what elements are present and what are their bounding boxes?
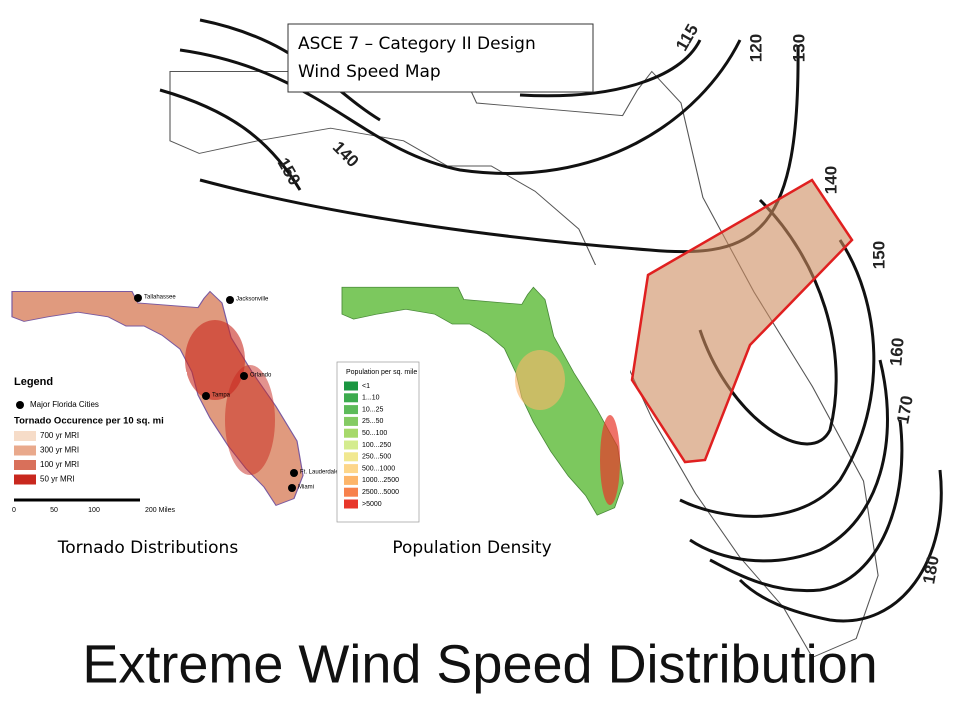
legend-label: 25...50 — [362, 418, 384, 425]
legend-label: 1000...2500 — [362, 477, 399, 484]
contour-label: 180 — [919, 554, 943, 585]
legend-swatch — [344, 464, 358, 474]
contour — [199, 44, 800, 254]
contour-label: 130 — [789, 34, 808, 62]
city-label: Tampa — [212, 393, 231, 399]
wind-map-title: Wind Speed Map — [298, 62, 441, 82]
hotspot — [225, 365, 275, 475]
legend-label: 500...1000 — [362, 465, 395, 472]
city-marker — [288, 484, 296, 492]
legend-label: Major Florida Cities — [30, 400, 99, 409]
legend-swatch — [344, 428, 358, 438]
legend-label: >5000 — [362, 501, 382, 508]
legend-title: Legend — [14, 376, 53, 388]
hotspot — [185, 320, 245, 400]
contour-label: 120 — [746, 34, 765, 62]
legend-label: 100...250 — [362, 442, 391, 449]
legend-box — [12, 372, 187, 517]
legend-subtitle: Tornado Occurence per 10 sq. mi — [14, 416, 164, 427]
legend-label: 700 yr MRI — [40, 431, 79, 440]
legend-label: 2500...5000 — [362, 489, 399, 496]
contour — [738, 469, 943, 623]
city-marker — [240, 372, 248, 380]
city-marker — [226, 296, 234, 304]
region-highlight — [630, 178, 854, 464]
contour — [159, 88, 302, 191]
scale-label: 200 Miles — [145, 507, 175, 514]
slide-title: Extreme Wind Speed Distribution — [82, 634, 877, 694]
legend-label: 50 yr MRI — [40, 475, 75, 484]
legend-swatch — [344, 487, 358, 497]
city-label: Miami — [298, 485, 314, 491]
contour-label: 150 — [869, 241, 888, 269]
legend-swatch — [344, 393, 358, 403]
city-label: Orlando — [250, 373, 272, 379]
scale-label: 0 — [12, 507, 16, 514]
legend-swatch — [344, 416, 358, 426]
caption: Tornado Distributions — [57, 538, 239, 558]
city-marker — [290, 469, 298, 477]
legend-label: <1 — [362, 383, 370, 390]
legend-swatch — [344, 405, 358, 415]
legend-label: 300 yr MRI — [40, 446, 79, 455]
contour — [689, 359, 889, 563]
caption: Population Density — [392, 538, 551, 558]
legend-swatch — [344, 440, 358, 450]
legend-label: 1...10 — [362, 395, 380, 402]
legend-swatch — [14, 474, 36, 485]
wind-map-title-box — [287, 23, 594, 93]
city-label: Ft. Lauderdale — [300, 470, 339, 476]
legend-swatch — [344, 499, 358, 509]
contour — [709, 419, 904, 593]
wind-map-title: ASCE 7 – Category II Design — [298, 34, 536, 54]
legend-label: 10...25 — [362, 406, 384, 413]
legend-swatch — [14, 460, 36, 470]
city-label: Tallahassee — [144, 295, 176, 301]
legend-swatch — [344, 475, 358, 485]
city-label: Jacksonville — [236, 297, 269, 303]
legend-title: Population per sq. mile — [346, 369, 417, 376]
city-marker — [202, 392, 210, 400]
contour-label: 160 — [886, 337, 907, 367]
legend-label: 100 yr MRI — [40, 460, 79, 469]
legend-swatch — [344, 452, 358, 462]
city-marker — [134, 294, 142, 302]
scale-label: 100 — [88, 507, 100, 514]
wind-map: ASCE 7 – Category II Design Wind Speed M… — [159, 18, 943, 657]
city-symbol — [16, 401, 24, 409]
contour-label: 115 — [672, 21, 702, 54]
contour — [679, 239, 876, 518]
legend-swatch — [14, 431, 36, 441]
tornado-map: Legend Major Florida Cities Tornado Occu… — [10, 265, 339, 525]
legend-label: 250...500 — [362, 454, 391, 461]
contour-label: 140 — [821, 166, 840, 194]
legend-label: 50...100 — [362, 430, 387, 437]
population-map: Population per sq. mile <1 1...10 10...25 2… — [336, 265, 630, 527]
legend-swatch — [344, 381, 358, 391]
contour-label: 140 — [329, 138, 362, 171]
contour-label: 170 — [893, 394, 917, 425]
scale-label: 50 — [50, 507, 58, 514]
contour — [519, 39, 702, 98]
dense-area — [600, 415, 620, 505]
dense-area — [515, 350, 565, 410]
legend-swatch — [14, 445, 36, 456]
